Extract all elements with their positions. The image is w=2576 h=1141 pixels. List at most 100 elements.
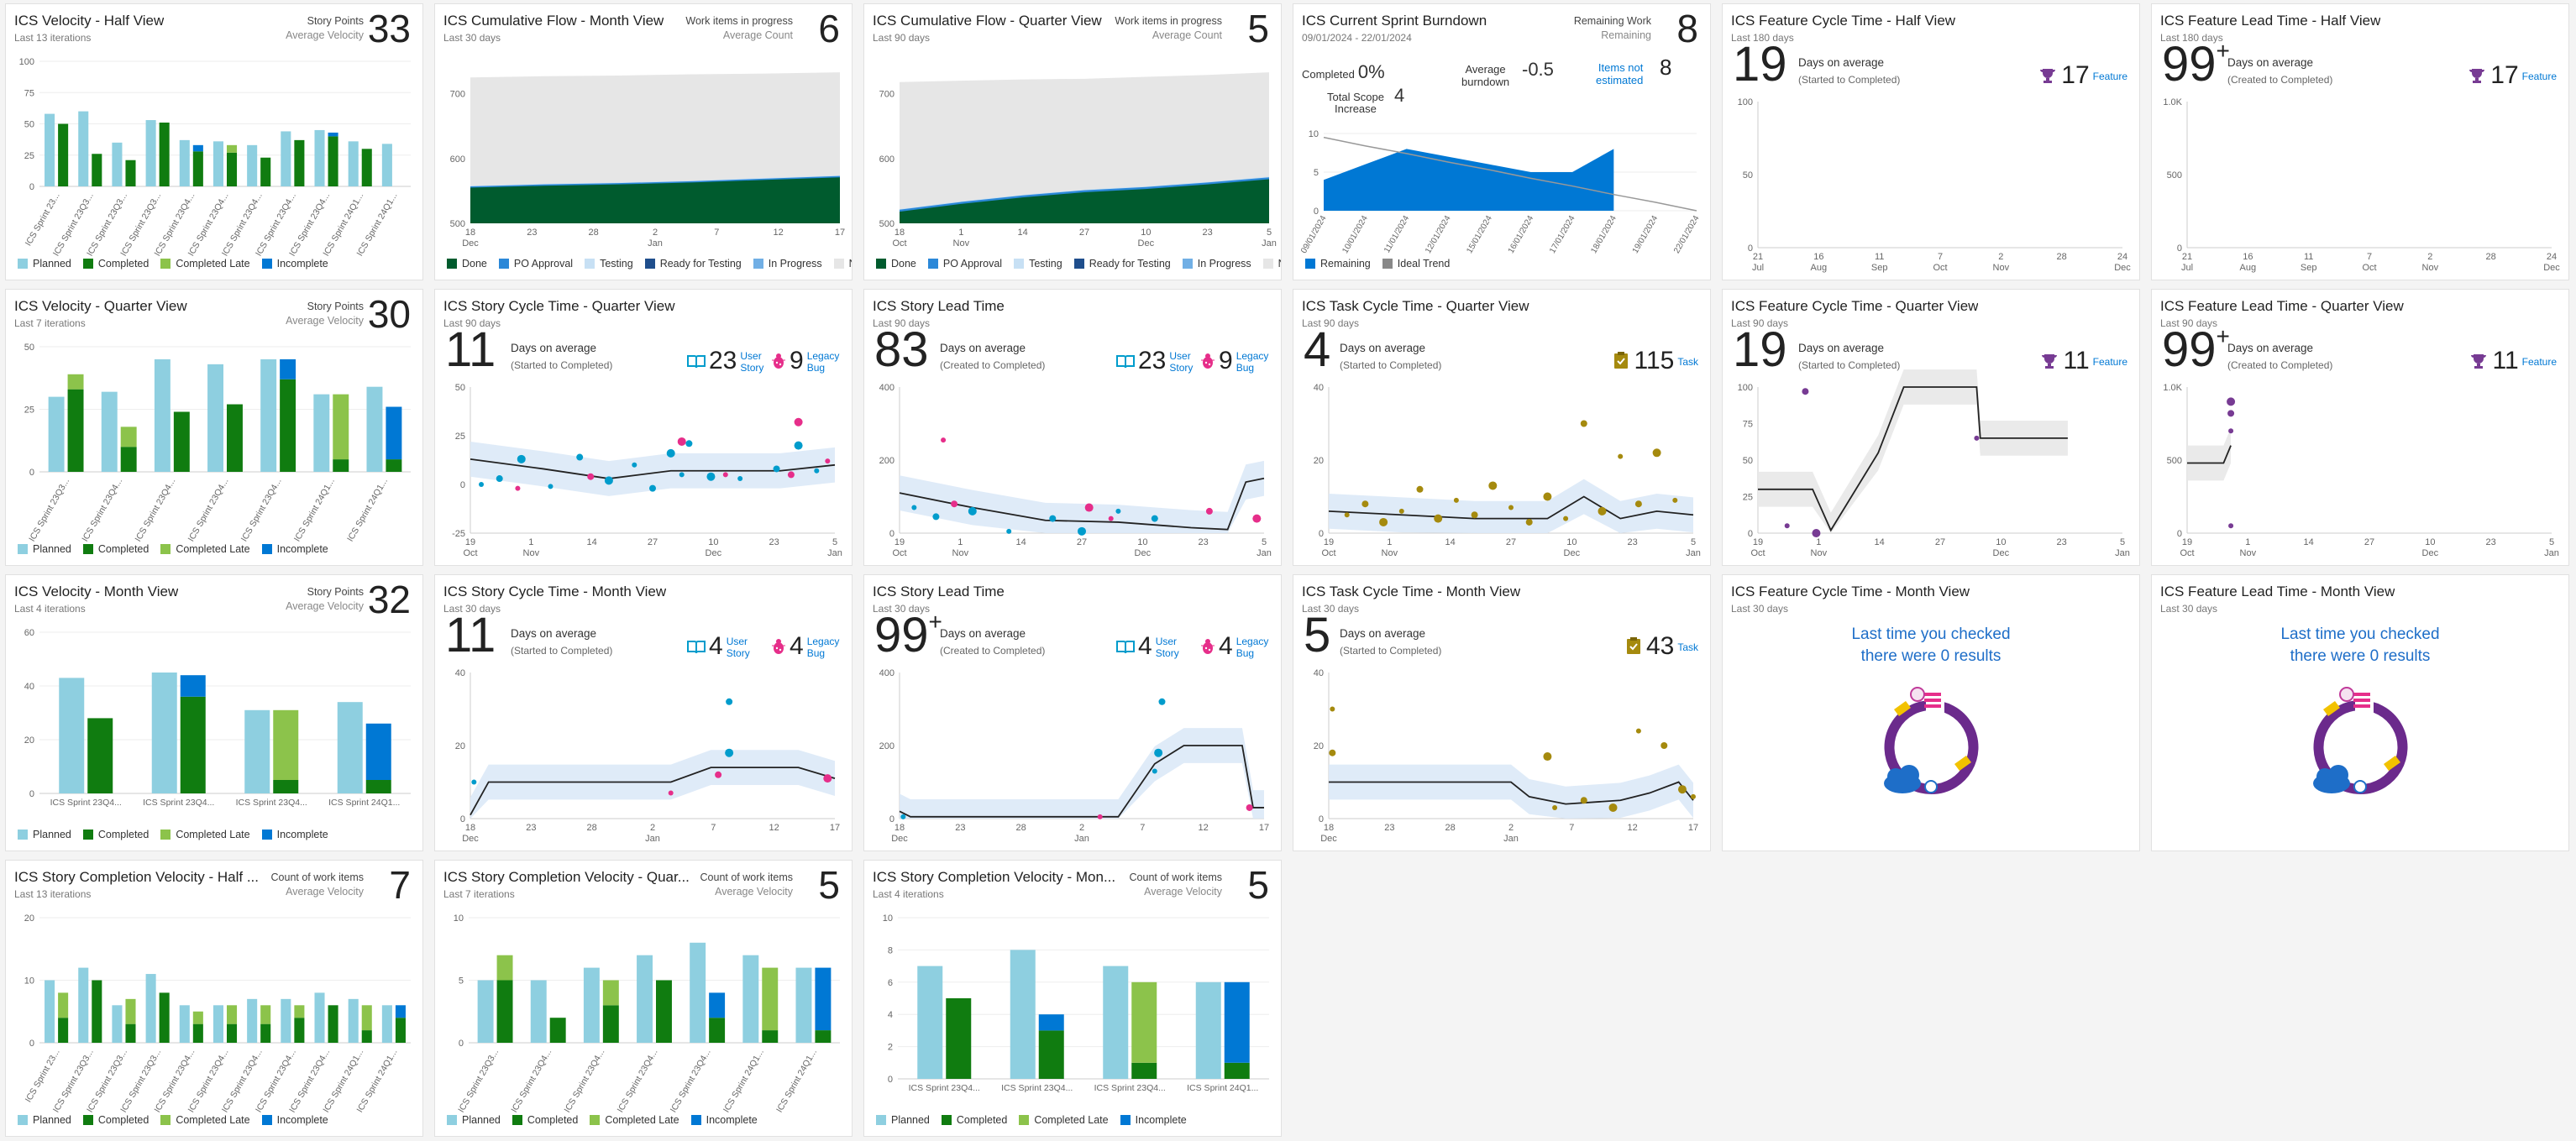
moving-average-line[interactable]: [470, 767, 836, 816]
data-point[interactable]: [1784, 523, 1790, 529]
widget-scv-half[interactable]: ICS Story Completion Velocity - Half ...…: [5, 860, 423, 1137]
data-point[interactable]: [825, 458, 831, 464]
data-point[interactable]: [1416, 485, 1424, 493]
data-point[interactable]: [951, 500, 958, 508]
data-point[interactable]: [1205, 507, 1213, 515]
legend-item[interactable]: Incomplete: [690, 1114, 758, 1126]
data-point[interactable]: [1691, 793, 1696, 799]
bar-planned[interactable]: [112, 142, 123, 186]
data-point[interactable]: [726, 698, 733, 705]
bar-incomplete[interactable]: [192, 144, 203, 152]
bar-completed[interactable]: [227, 404, 243, 472]
tile-title[interactable]: ICS Task Cycle Time - Month View: [1302, 584, 1521, 599]
tile-title[interactable]: ICS Velocity - Quarter View: [14, 298, 187, 314]
user-story-count[interactable]: 23 User Story: [687, 347, 763, 376]
tile-title[interactable]: ICS Feature Cycle Time - Half View: [1731, 13, 1956, 29]
feature-count[interactable]: 11 Feature: [2041, 347, 2127, 376]
bar-planned[interactable]: [260, 359, 277, 472]
bar-completed[interactable]: [946, 998, 972, 1079]
data-point[interactable]: [814, 468, 820, 474]
data-point[interactable]: [1660, 742, 1668, 749]
bar-planned[interactable]: [154, 359, 171, 472]
data-point[interactable]: [649, 484, 656, 492]
moving-average-line[interactable]: [470, 458, 836, 479]
bar-completed-late[interactable]: [361, 1005, 372, 1031]
bar-planned[interactable]: [179, 1005, 190, 1043]
bar-completed-late[interactable]: [333, 394, 349, 460]
legend-item[interactable]: Completed Late: [590, 1114, 679, 1126]
ideal-trend-line[interactable]: [1323, 136, 1697, 212]
bar-planned[interactable]: [45, 113, 55, 186]
data-point[interactable]: [1598, 506, 1607, 516]
data-point[interactable]: [515, 485, 521, 491]
legend-item[interactable]: Completed Late: [160, 829, 250, 840]
items-not-estimated-stat[interactable]: Items not estimated 8: [1596, 56, 1671, 86]
data-point[interactable]: [1158, 698, 1166, 705]
data-point[interactable]: [1361, 500, 1369, 508]
data-point[interactable]: [1398, 508, 1404, 514]
bar-planned[interactable]: [59, 678, 85, 793]
tile-title[interactable]: ICS Story Completion Velocity - Quar...: [443, 869, 690, 885]
data-point[interactable]: [1652, 448, 1661, 458]
tile-title[interactable]: ICS Feature Cycle Time - Month View: [1731, 584, 1970, 599]
data-point[interactable]: [1006, 528, 1012, 534]
data-point[interactable]: [1802, 388, 1809, 395]
bar-completed[interactable]: [192, 151, 203, 186]
legend-item[interactable]: New: [833, 258, 852, 270]
bar-incomplete[interactable]: [1038, 1014, 1064, 1031]
user-story-count[interactable]: 4 User Story: [687, 632, 750, 662]
bar-planned[interactable]: [244, 709, 270, 793]
bar-planned[interactable]: [78, 111, 89, 186]
bar-planned[interactable]: [101, 391, 118, 472]
data-point[interactable]: [1543, 492, 1552, 501]
data-point[interactable]: [941, 437, 947, 443]
tile-title[interactable]: ICS Story Lead Time: [873, 584, 1005, 599]
moving-average-line[interactable]: [899, 477, 1265, 531]
widget-task-ct-q[interactable]: ICS Task Cycle Time - Quarter View Last 9…: [1293, 289, 1711, 566]
legend-item[interactable]: Incomplete: [261, 258, 328, 270]
legend-item[interactable]: Completed: [512, 1114, 578, 1126]
bar-completed-late[interactable]: [58, 992, 69, 1018]
bar-completed[interactable]: [67, 389, 84, 472]
bar-planned[interactable]: [247, 998, 258, 1043]
bar-completed[interactable]: [87, 718, 113, 793]
legacy-bug-count[interactable]: 9 Legacy Bug: [1200, 347, 1268, 376]
data-point[interactable]: [1543, 752, 1552, 762]
bar-completed-late[interactable]: [227, 144, 238, 153]
bar-planned[interactable]: [112, 1005, 123, 1043]
widget-feat-lt-q[interactable]: ICS Feature Lead Time - Quarter View Last…: [2151, 289, 2569, 566]
legend-item[interactable]: Testing: [585, 258, 633, 270]
moving-average-line[interactable]: [1329, 781, 1694, 805]
bar-planned[interactable]: [795, 967, 812, 1043]
widget-vel-half[interactable]: ICS Velocity - Half View Last 13 iteratio…: [5, 3, 423, 280]
data-point[interactable]: [1563, 516, 1569, 521]
task-count[interactable]: 43 Task: [1626, 632, 1698, 662]
feature-count[interactable]: 11 Feature: [2470, 347, 2557, 376]
bar-completed[interactable]: [260, 1023, 271, 1043]
bar-completed[interactable]: [762, 1030, 779, 1043]
bar-planned[interactable]: [742, 955, 759, 1043]
legacy-bug-count[interactable]: 9 Legacy Bug: [771, 347, 839, 376]
data-point[interactable]: [576, 453, 584, 461]
bar-completed[interactable]: [159, 123, 170, 186]
tile-title[interactable]: ICS Velocity - Month View: [14, 584, 179, 599]
tile-title[interactable]: ICS Feature Cycle Time - Quarter View: [1731, 298, 1979, 314]
tile-title[interactable]: ICS Feature Lead Time - Month View: [2160, 584, 2395, 599]
bar-planned[interactable]: [151, 673, 177, 793]
legend-item[interactable]: Planned: [18, 829, 71, 840]
bar-completed[interactable]: [549, 1018, 566, 1043]
data-point[interactable]: [1049, 515, 1057, 522]
feature-count[interactable]: 17 Feature: [2039, 61, 2127, 91]
bar-planned[interactable]: [381, 1005, 392, 1043]
bar-completed[interactable]: [125, 160, 136, 186]
bar-planned[interactable]: [314, 129, 325, 186]
legend-item[interactable]: Incomplete: [261, 829, 328, 840]
data-point[interactable]: [1152, 768, 1157, 774]
data-point[interactable]: [787, 471, 795, 479]
bar-incomplete[interactable]: [365, 723, 391, 780]
bar-completed-late[interactable]: [273, 709, 299, 780]
bar-incomplete[interactable]: [180, 675, 206, 697]
data-point[interactable]: [604, 476, 613, 485]
bar-planned[interactable]: [281, 131, 291, 186]
legend-item[interactable]: Planned: [18, 258, 71, 270]
